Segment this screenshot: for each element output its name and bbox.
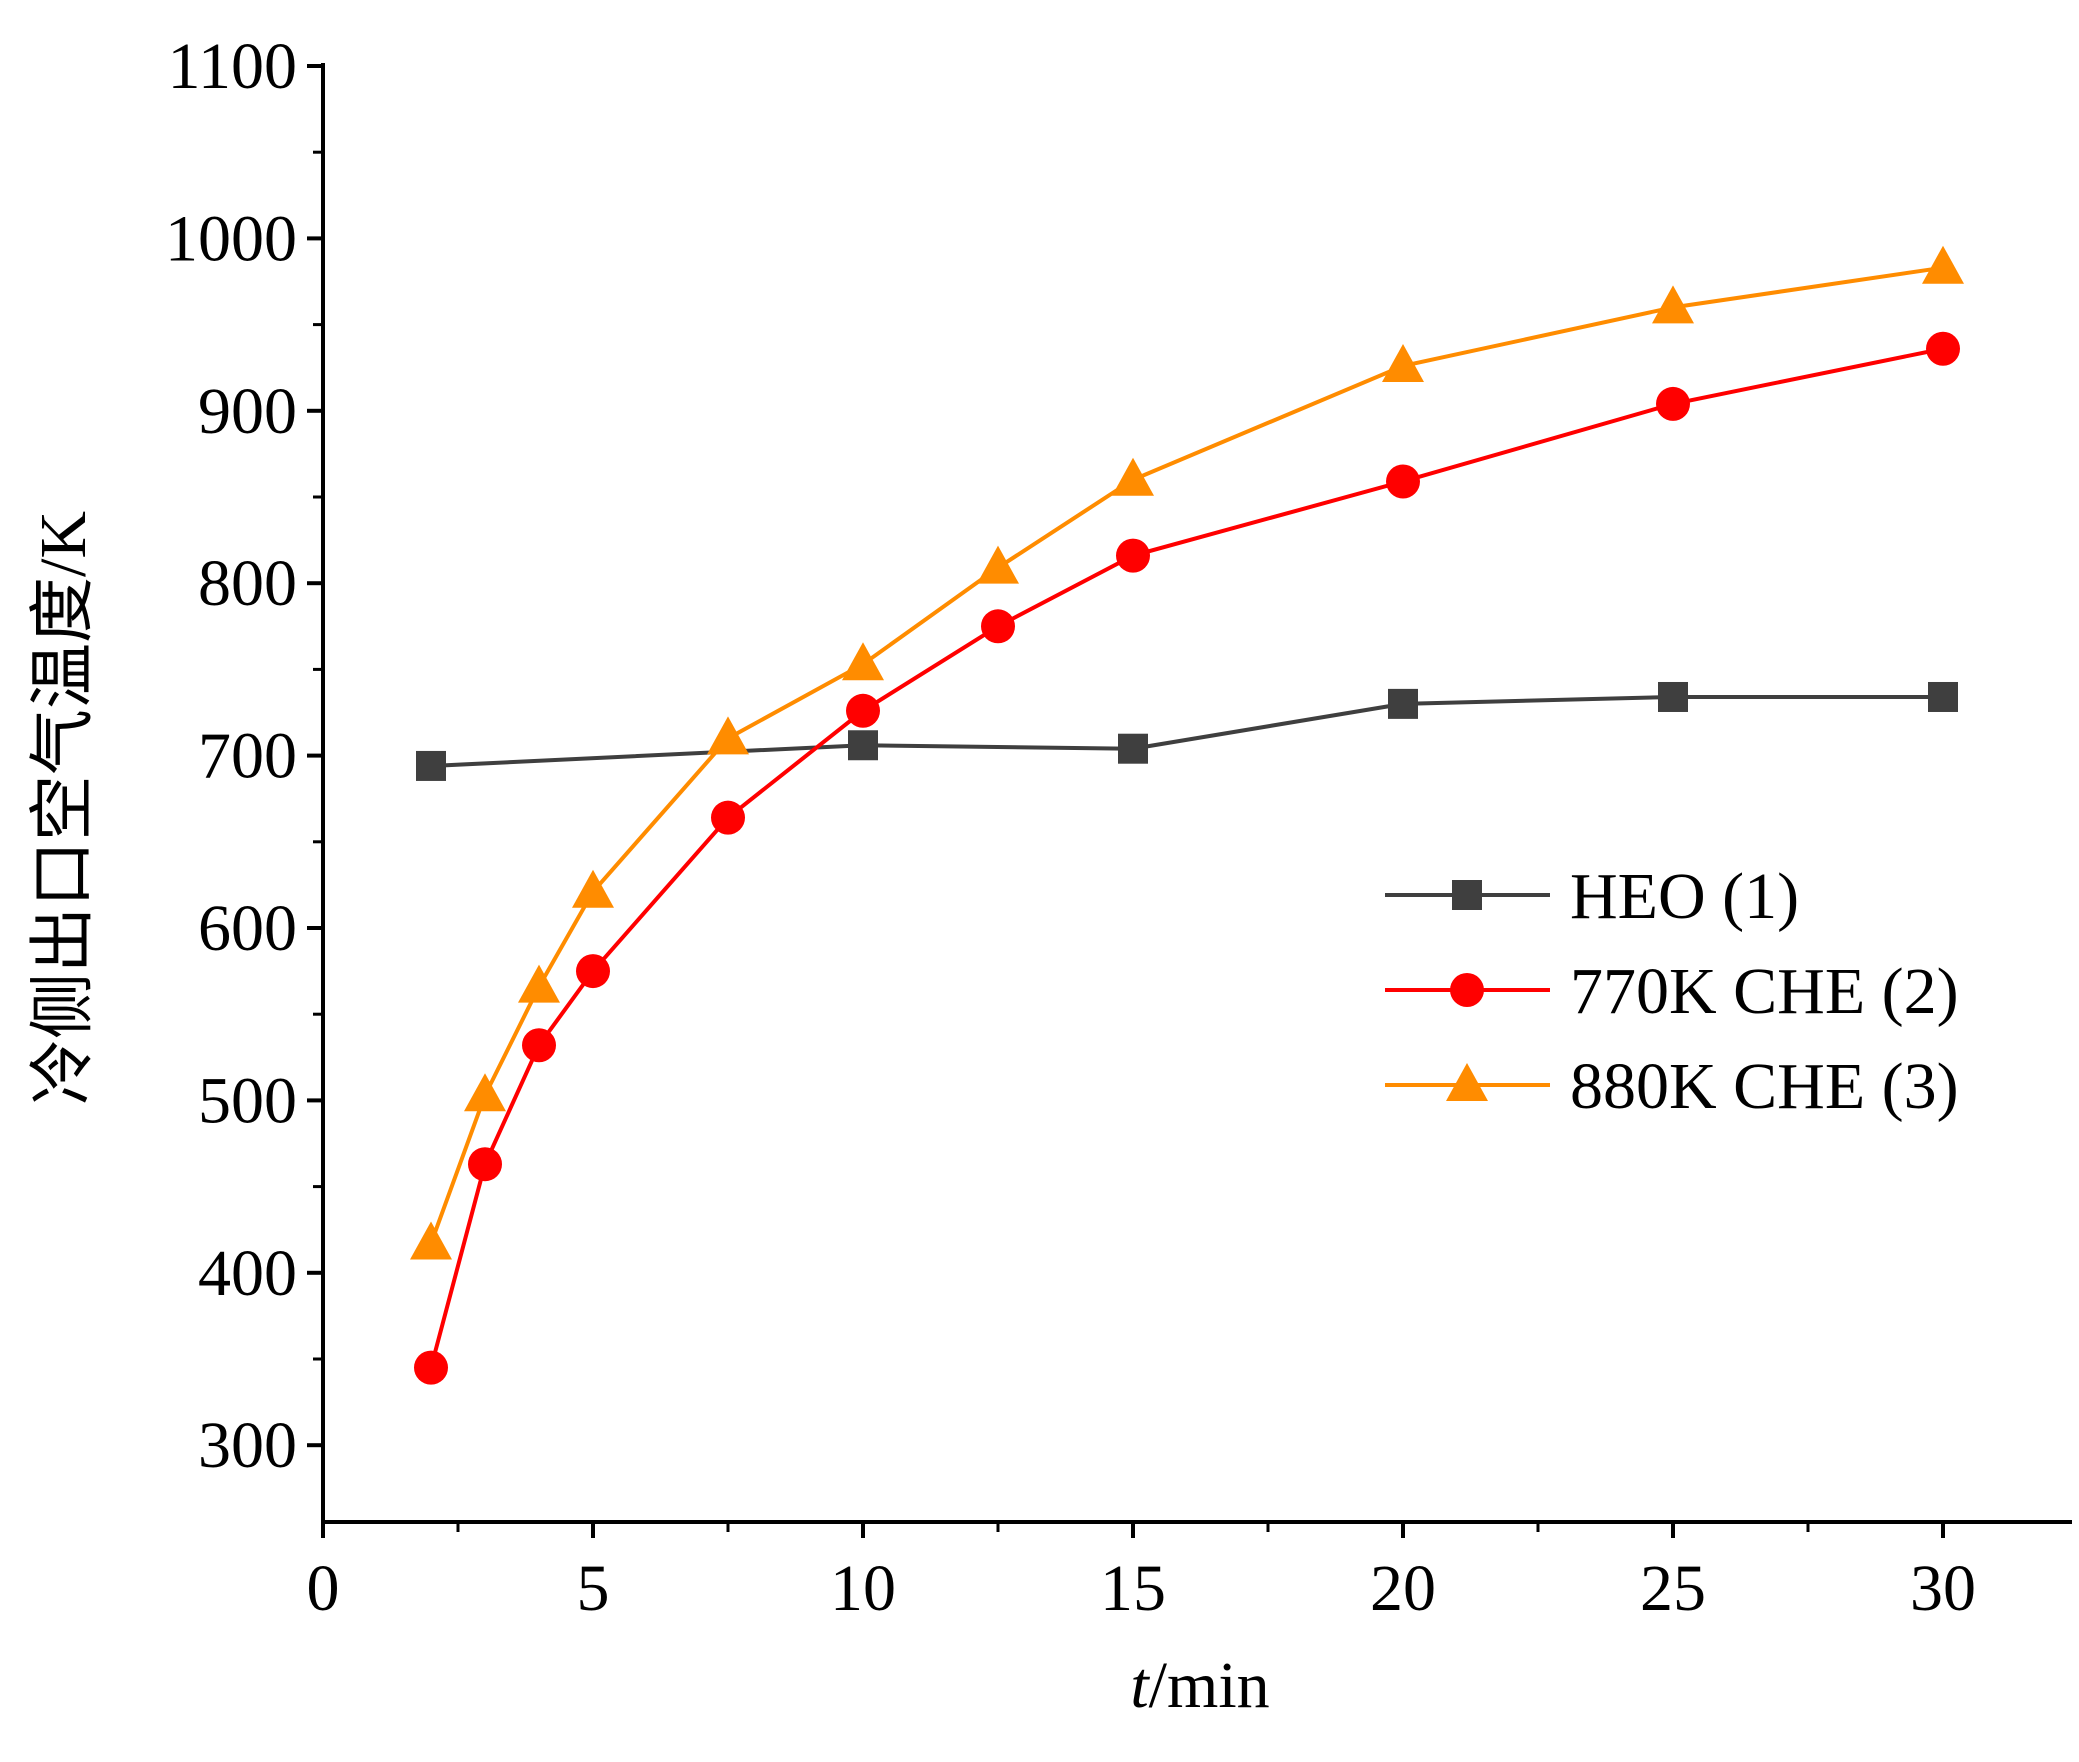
data-point-1: [1928, 681, 1958, 712]
series-lines: [429, 265, 1944, 1369]
x-axis-title-variable: t: [1130, 1649, 1150, 1722]
data-point-2: [468, 1147, 502, 1182]
data-point-1: [1658, 681, 1688, 712]
data-point-1: [1118, 733, 1148, 764]
y-tick-label: 800: [198, 547, 297, 620]
y-tick-label: 1100: [167, 30, 297, 103]
legend-label: 770K CHE (2): [1570, 955, 1959, 1028]
y-tick-label: 1000: [165, 202, 297, 275]
data-point-2: [981, 609, 1015, 644]
data-point-3: [464, 1073, 506, 1112]
legend-marker: [1450, 973, 1484, 1007]
data-point-2: [522, 1028, 556, 1063]
y-tick-label: 900: [198, 375, 297, 448]
y-tick-label: 600: [198, 892, 297, 965]
legend-marker: [1452, 880, 1482, 910]
data-point-3: [977, 545, 1019, 584]
data-point-2: [711, 800, 745, 835]
x-tick-label: 5: [577, 1552, 610, 1625]
data-point-3: [1652, 285, 1694, 324]
data-point-3: [518, 964, 560, 1003]
data-point-2: [1116, 538, 1150, 573]
x-tick-label: 20: [1370, 1552, 1436, 1625]
x-ticks: 0 5 10 15 20 25 30: [307, 1522, 1976, 1625]
x-tick-label: 25: [1640, 1552, 1706, 1625]
x-tick-label: 10: [830, 1552, 896, 1625]
data-point-2: [414, 1350, 448, 1385]
series-markers: [410, 245, 1964, 1385]
data-point-3: [410, 1221, 452, 1260]
x-tick-label: 0: [307, 1552, 340, 1625]
legend-label: 880K CHE (3): [1570, 1050, 1959, 1123]
y-tick-label: 500: [198, 1064, 297, 1137]
y-tick-label: 400: [198, 1237, 297, 1310]
data-point-3: [842, 642, 884, 681]
data-point-1: [1388, 688, 1418, 719]
data-point-2: [846, 693, 880, 728]
x-axis-title: t/min: [1130, 1649, 1269, 1722]
series-line-2: [429, 346, 1944, 1369]
x-tick-label: 30: [1910, 1552, 1976, 1625]
y-ticks: 300 400 500 600 700 800 900 1000 1100: [165, 30, 323, 1482]
data-point-2: [1386, 464, 1420, 499]
data-point-2: [1656, 386, 1690, 421]
x-axis-title-unit: /min: [1149, 1649, 1270, 1722]
data-point-2: [1926, 331, 1960, 366]
data-point-3: [1382, 343, 1424, 382]
series-line-1: [430, 694, 1943, 768]
data-point-3: [572, 869, 614, 908]
y-tick-label: 300: [198, 1409, 297, 1482]
y-tick-label: 700: [198, 720, 297, 793]
data-point-2: [576, 954, 610, 989]
x-tick-label: 15: [1100, 1552, 1166, 1625]
y-axis-title: 冷侧出口空气温度/K: [27, 511, 100, 1105]
data-point-3: [1922, 245, 1964, 284]
legend-marker: [1446, 1063, 1488, 1101]
data-point-1: [848, 730, 878, 761]
data-point-1: [416, 750, 446, 781]
data-point-3: [1112, 457, 1154, 496]
legend: HEO (1) 770K CHE (2) 880K CHE (3): [1385, 860, 1959, 1123]
axes: [321, 63, 2072, 1524]
data-point-3: [707, 716, 749, 755]
legend-label: HEO (1): [1570, 860, 1799, 933]
